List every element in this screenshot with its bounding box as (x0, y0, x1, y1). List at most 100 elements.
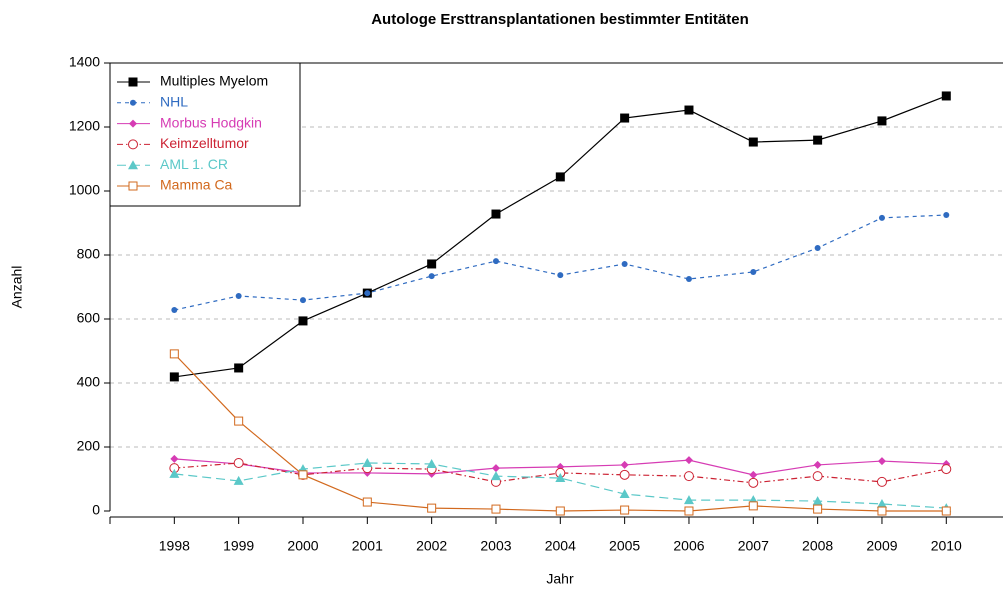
marker (620, 113, 630, 123)
marker (750, 268, 757, 275)
marker (427, 503, 437, 513)
marker (491, 464, 500, 473)
marker (362, 497, 372, 507)
marker (128, 77, 138, 87)
marker (233, 475, 244, 485)
y-tick-label: 1400 (69, 54, 100, 70)
marker (749, 470, 758, 479)
marker (129, 119, 137, 128)
x-tick-label: 2009 (866, 538, 897, 554)
marker (364, 290, 371, 297)
marker (620, 505, 630, 515)
chart-title: Autologe Ersttransplantationen bestimmte… (371, 11, 749, 28)
marker (299, 297, 306, 304)
x-axis-label: Jahr (546, 571, 574, 587)
marker (619, 489, 630, 499)
marker (130, 99, 136, 106)
marker (426, 458, 437, 468)
marker (557, 272, 564, 279)
y-tick-label: 400 (77, 374, 101, 390)
marker (941, 464, 952, 475)
marker (684, 506, 694, 516)
x-tick-label: 2006 (673, 538, 704, 554)
marker (814, 244, 821, 251)
y-tick-label: 0 (92, 502, 100, 518)
x-tick-label: 2008 (802, 538, 833, 554)
marker (621, 260, 628, 267)
marker (684, 105, 694, 115)
marker (233, 458, 244, 468)
legend-box (109, 62, 301, 207)
x-tick-label: 2001 (352, 538, 383, 554)
marker (235, 292, 242, 299)
y-tick-label: 1200 (69, 118, 100, 134)
legend-label: NHL (160, 94, 188, 110)
series-line (173, 353, 947, 512)
marker (298, 316, 308, 326)
marker (555, 172, 565, 182)
x-tick-label: 2000 (287, 538, 318, 554)
marker (748, 137, 758, 147)
marker (684, 456, 693, 465)
marker (813, 135, 823, 145)
x-tick-label: 2010 (931, 538, 962, 554)
marker (943, 212, 950, 218)
x-tick-label: 1998 (159, 538, 190, 554)
marker (748, 501, 758, 511)
marker (491, 504, 501, 514)
marker (492, 258, 499, 265)
marker (170, 454, 179, 463)
y-tick-label: 800 (77, 246, 101, 262)
marker (169, 372, 179, 382)
legend-label: Keimzelltumor (160, 135, 249, 151)
marker (683, 471, 694, 482)
marker (877, 457, 886, 466)
marker (555, 473, 566, 483)
marker (362, 458, 373, 467)
legend-label: AML 1. CR (160, 156, 228, 172)
marker (941, 506, 951, 516)
marker (941, 91, 951, 101)
legend-label: Morbus Hodgkin (160, 114, 262, 130)
marker (428, 273, 435, 280)
marker (619, 469, 630, 480)
x-tick-label: 2003 (480, 538, 511, 554)
x-tick-label: 2005 (609, 538, 640, 554)
marker (876, 498, 887, 508)
x-tick-label: 2007 (738, 538, 769, 554)
marker (683, 495, 694, 505)
marker (878, 214, 885, 221)
marker (234, 363, 244, 373)
y-tick-label: 200 (77, 438, 101, 454)
marker (555, 506, 565, 516)
marker (234, 416, 244, 426)
marker (128, 139, 138, 150)
marker (812, 471, 823, 482)
marker (169, 468, 180, 478)
y-tick-label: 1000 (69, 182, 100, 198)
marker (877, 116, 887, 126)
marker (813, 460, 822, 469)
marker (813, 504, 823, 514)
marker (128, 181, 138, 191)
marker (491, 209, 501, 219)
marker (876, 476, 887, 487)
x-tick-label: 2004 (545, 538, 576, 554)
marker (748, 477, 759, 488)
marker (128, 160, 138, 170)
marker (812, 496, 823, 506)
marker (427, 259, 437, 269)
marker (171, 307, 178, 314)
marker (490, 471, 501, 481)
series-line (174, 214, 947, 311)
marker (877, 506, 887, 516)
marker (298, 470, 308, 480)
marker (685, 276, 692, 282)
legend-label: Multiples Myelom (160, 73, 268, 89)
legend-label: Mamma Ca (160, 177, 233, 193)
marker (169, 349, 179, 359)
y-tick-label: 600 (77, 310, 101, 326)
x-tick-label: 2002 (416, 538, 447, 554)
marker (620, 460, 629, 469)
